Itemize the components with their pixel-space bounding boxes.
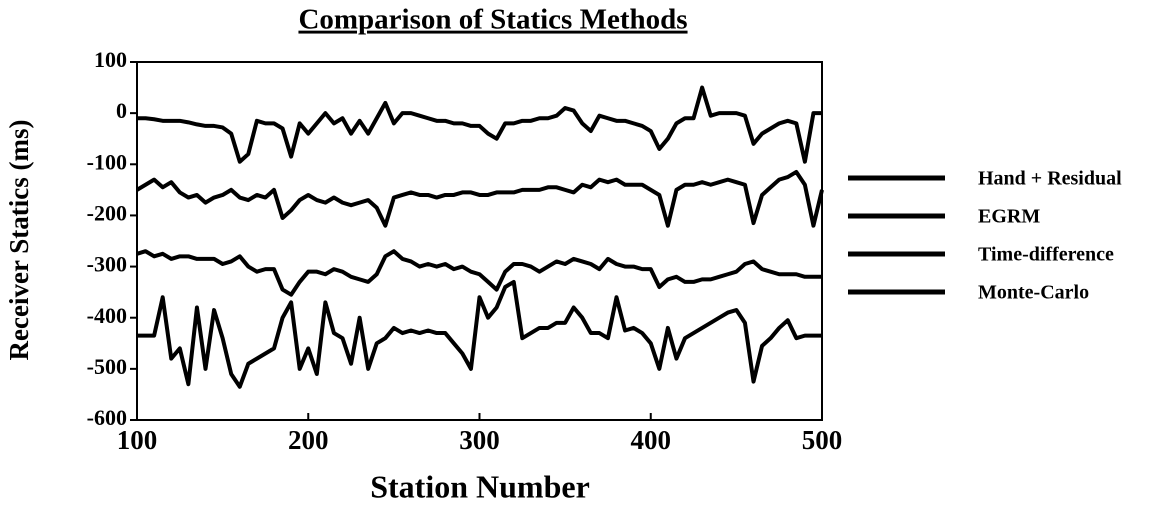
y-tick-label: -400 (87, 303, 127, 328)
y-tick-label: -500 (87, 354, 127, 379)
data-line (137, 85, 822, 164)
y-tick-label: -600 (87, 405, 127, 430)
legend-label: Hand + Residual (978, 168, 1122, 190)
chart-title: Comparison of Statics Methods (298, 4, 687, 36)
legend-label: Time-difference (978, 244, 1114, 266)
y-tick-label: -300 (87, 252, 127, 277)
plot-frame (136, 61, 823, 421)
y-tick-label: 0 (116, 98, 127, 123)
legend-label: EGRM (978, 206, 1040, 228)
data-line (137, 279, 822, 389)
y-tick-label: -200 (87, 200, 127, 225)
data-line (136, 249, 822, 297)
x-tick-label: 100 (117, 425, 158, 455)
y-tick-label: 100 (94, 47, 127, 72)
x-tick-label: 500 (802, 425, 843, 455)
x-tick-label: 200 (288, 425, 329, 455)
legend-label: Monte-Carlo (978, 282, 1089, 304)
x-axis-label: Station Number (370, 468, 590, 504)
data-line (135, 169, 824, 228)
x-tick-label: 400 (631, 425, 672, 455)
x-tick-label: 300 (459, 425, 500, 455)
y-tick-label: -100 (87, 149, 127, 174)
y-axis-label: Receiver Statics (ms) (4, 120, 34, 361)
